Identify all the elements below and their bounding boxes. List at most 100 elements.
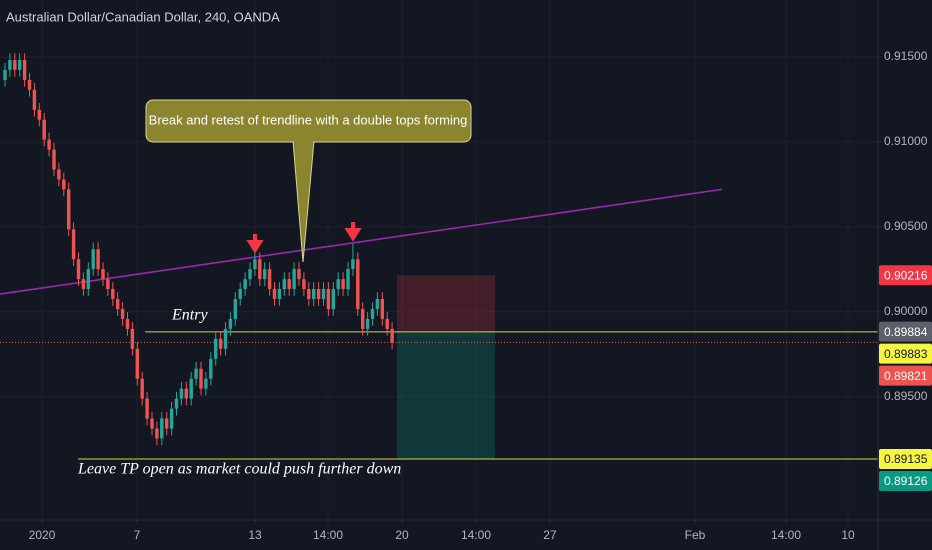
- x-tick-label: 14:00: [461, 528, 491, 542]
- candle-body: [218, 338, 223, 349]
- candle-body: [346, 269, 350, 289]
- price-label: 0.90216: [884, 268, 928, 282]
- candle-body: [184, 388, 189, 399]
- candle-body: [179, 388, 184, 399]
- x-tick-label: 2020: [29, 528, 56, 542]
- callout-joint: [294, 139, 313, 143]
- candle-body: [262, 269, 267, 280]
- candle-body: [331, 288, 336, 310]
- candle-body: [101, 269, 105, 280]
- stop-zone: [397, 275, 496, 332]
- x-tick-label: 27: [543, 528, 557, 542]
- candle-body: [81, 279, 86, 289]
- lines: [0, 188, 878, 460]
- candle-body: [32, 89, 37, 110]
- candle-body: [27, 79, 32, 90]
- candle-body: [189, 378, 193, 399]
- candle-body: [145, 398, 149, 419]
- axes: 0.91500 0.91000 0.90500 0.90000 0.89500 2020 7…: [29, 49, 932, 542]
- candle-body: [42, 119, 46, 140]
- candle-body: [321, 288, 326, 300]
- candle-body: [380, 299, 385, 319]
- candle-body: [277, 288, 282, 300]
- candle-body: [341, 279, 345, 289]
- candle-body: [8, 60, 12, 70]
- arrow-marker: [246, 234, 264, 254]
- price-label-box: [879, 321, 932, 342]
- price-label: 0.89126: [884, 474, 928, 488]
- arrow-marker: [344, 222, 362, 242]
- candle-body: [287, 279, 291, 289]
- candle-body: [106, 279, 110, 289]
- candle-body: [267, 269, 272, 289]
- candle-body: [272, 288, 277, 300]
- target-zone: [397, 331, 496, 459]
- candle-body: [111, 288, 115, 300]
- candle-body: [66, 189, 71, 230]
- candle-body: [164, 418, 169, 429]
- x-tick-label: 14:00: [771, 528, 801, 542]
- candle-body: [297, 269, 301, 280]
- callout-pointer: [292, 140, 315, 263]
- candle-body: [209, 358, 213, 379]
- y-tick-label: 0.89500: [884, 389, 928, 403]
- candle-body: [360, 309, 365, 329]
- candle-body: [71, 229, 76, 260]
- y-tick-label: 0.91000: [884, 134, 928, 148]
- candle-body: [356, 259, 360, 310]
- entry-note: Entry: [171, 307, 208, 324]
- price-label-box: [879, 343, 932, 364]
- price-label: 0.89884: [884, 325, 928, 339]
- candle-body: [316, 288, 321, 300]
- candle-body: [120, 309, 125, 319]
- candle-body: [238, 288, 242, 300]
- candle-body: [155, 428, 159, 439]
- candle-body: [326, 288, 331, 310]
- candle-body: [62, 179, 66, 190]
- candle-body: [174, 398, 179, 409]
- candle-body: [3, 69, 7, 80]
- candle-body: [22, 60, 27, 80]
- candle-body: [37, 109, 42, 120]
- candle-body: [233, 299, 238, 319]
- candle-body: [302, 279, 306, 289]
- candle-body: [17, 60, 22, 70]
- candle-body: [96, 249, 100, 270]
- candle-body: [76, 259, 81, 280]
- candle-body: [57, 169, 61, 180]
- time-axis: [0, 520, 878, 550]
- candle-body: [213, 338, 218, 359]
- candle-body: [169, 408, 174, 429]
- candle-body: [370, 309, 375, 319]
- candle-body: [390, 328, 394, 343]
- tp-note: Leave TP open as market could push furth…: [77, 461, 401, 478]
- candle-body: [91, 249, 95, 270]
- price-label-box: [879, 470, 932, 491]
- candle-body: [248, 269, 252, 280]
- candle-body: [194, 368, 198, 379]
- x-tick-label: 10: [841, 528, 855, 542]
- candle-body: [86, 269, 91, 289]
- candle-body: [307, 288, 311, 300]
- candle-body: [223, 328, 228, 349]
- trendline: [0, 188, 722, 295]
- candle-body: [311, 288, 316, 300]
- candle-body: [150, 418, 154, 429]
- y-tick-label: 0.90500: [884, 219, 928, 233]
- x-tick-label: 20: [395, 528, 409, 542]
- candle-body: [365, 318, 370, 329]
- price-label: 0.89135: [884, 452, 928, 466]
- chart-title: Australian Dollar/Canadian Dollar, 240, …: [6, 9, 280, 24]
- price-label-box: [879, 448, 932, 469]
- candle-body: [160, 418, 164, 439]
- x-tick-label: 13: [248, 528, 262, 542]
- candle-body: [351, 259, 355, 270]
- price-label: 0.89883: [884, 347, 928, 361]
- x-tick-label: 7: [134, 528, 141, 542]
- x-tick-label: 14:00: [313, 528, 343, 542]
- candle-body: [52, 149, 56, 170]
- candle-body: [385, 318, 389, 329]
- price-label-box: [879, 265, 932, 286]
